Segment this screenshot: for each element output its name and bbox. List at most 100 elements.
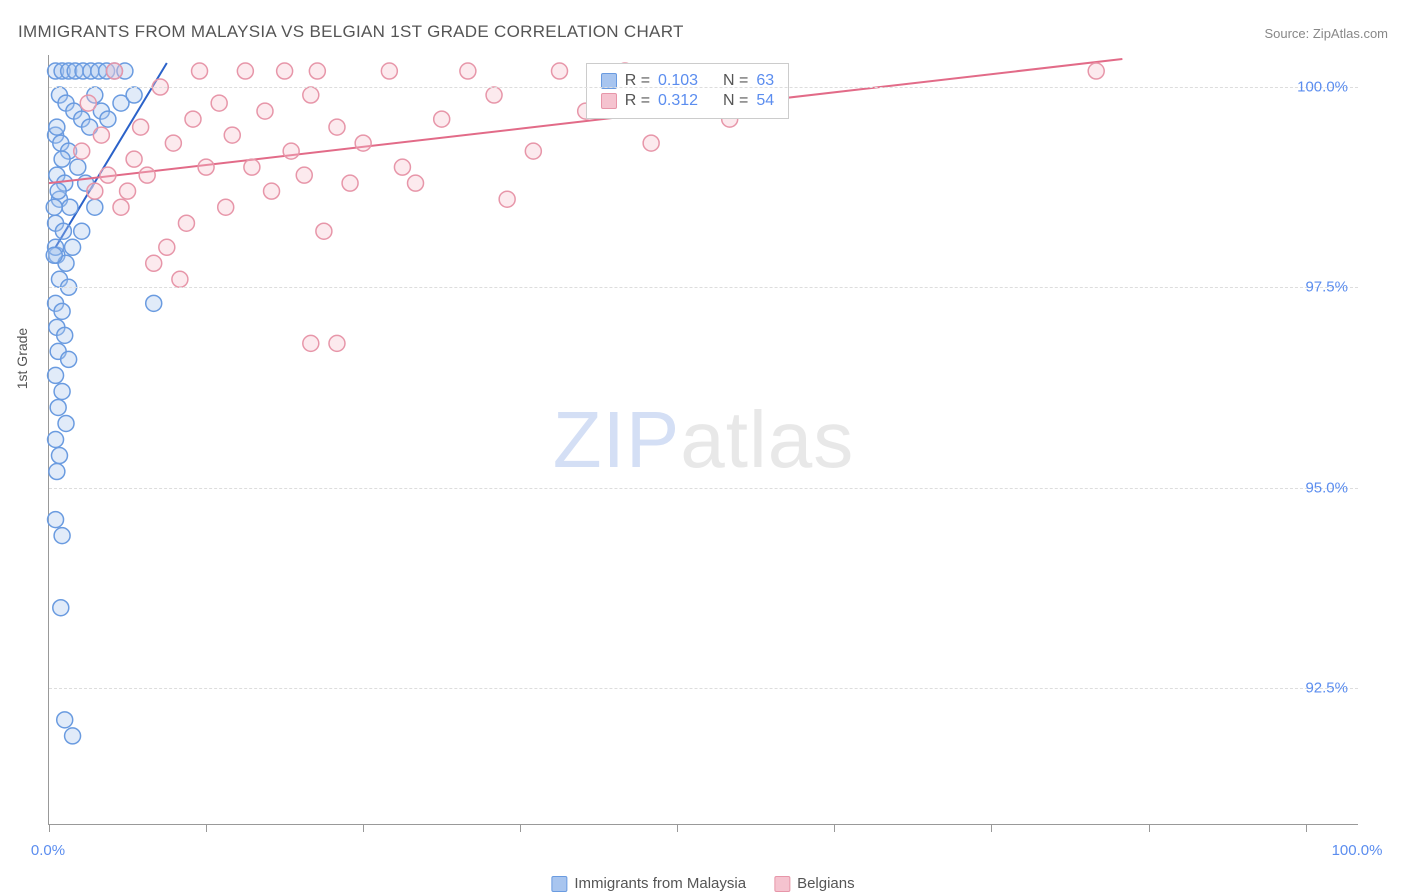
data-point xyxy=(51,448,67,464)
data-point xyxy=(126,151,142,167)
y-axis-label: 1st Grade xyxy=(14,328,30,389)
x-tick-label: 0.0% xyxy=(31,842,65,859)
data-point xyxy=(48,512,64,528)
data-point xyxy=(106,63,122,79)
data-point xyxy=(460,63,476,79)
x-tick-mark xyxy=(991,824,992,832)
data-point xyxy=(283,143,299,159)
data-point xyxy=(159,239,175,255)
data-point xyxy=(277,63,293,79)
data-point xyxy=(237,63,253,79)
data-point xyxy=(552,63,568,79)
data-point xyxy=(70,159,86,175)
data-point xyxy=(87,199,103,215)
data-point xyxy=(172,271,188,287)
legend-item: Immigrants from Malaysia xyxy=(551,875,746,892)
legend-swatch xyxy=(774,876,790,892)
x-tick-mark xyxy=(363,824,364,832)
data-point xyxy=(126,87,142,103)
data-point xyxy=(525,143,541,159)
data-point xyxy=(146,295,162,311)
r-label: R = xyxy=(625,92,650,110)
data-point xyxy=(643,135,659,151)
y-tick-label: 97.5% xyxy=(1305,279,1348,296)
stats-row: R = 0.312 N = 54 xyxy=(601,92,774,110)
data-point xyxy=(53,600,69,616)
x-tick-label: 100.0% xyxy=(1332,842,1383,859)
source-label: Source: ZipAtlas.com xyxy=(1264,26,1388,41)
data-point xyxy=(264,183,280,199)
data-point xyxy=(408,175,424,191)
x-tick-mark xyxy=(1149,824,1150,832)
data-point xyxy=(211,95,227,111)
gridline xyxy=(49,87,1358,88)
data-point xyxy=(48,432,64,448)
data-point xyxy=(50,399,66,415)
chart-canvas xyxy=(49,55,1358,824)
legend-item: Belgians xyxy=(774,875,855,892)
data-point xyxy=(61,351,77,367)
data-point xyxy=(100,111,116,127)
data-point xyxy=(54,528,70,544)
data-point xyxy=(244,159,260,175)
data-point xyxy=(342,175,358,191)
legend-bottom: Immigrants from Malaysia Belgians xyxy=(551,875,854,892)
data-point xyxy=(93,127,109,143)
data-point xyxy=(49,464,65,480)
data-point xyxy=(192,63,208,79)
data-point xyxy=(165,135,181,151)
data-point xyxy=(74,143,90,159)
data-point xyxy=(224,127,240,143)
data-point xyxy=(55,223,71,239)
data-point xyxy=(309,63,325,79)
data-point xyxy=(499,191,515,207)
x-tick-mark xyxy=(206,824,207,832)
legend-swatch xyxy=(551,876,567,892)
data-point xyxy=(434,111,450,127)
data-point xyxy=(133,119,149,135)
data-point xyxy=(48,367,64,383)
data-point xyxy=(62,199,78,215)
data-point xyxy=(54,383,70,399)
data-point xyxy=(303,87,319,103)
data-point xyxy=(57,327,73,343)
data-point xyxy=(257,103,273,119)
data-point xyxy=(486,87,502,103)
series-swatch xyxy=(601,93,617,109)
data-point xyxy=(50,183,66,199)
x-tick-mark xyxy=(834,824,835,832)
n-value: 54 xyxy=(756,92,774,110)
data-point xyxy=(1088,63,1104,79)
gridline xyxy=(49,287,1358,288)
data-point xyxy=(54,303,70,319)
y-tick-label: 95.0% xyxy=(1305,479,1348,496)
plot-area: ZIPatlas R =0.103 N =63R =0.312 N =54 92… xyxy=(48,55,1358,825)
data-point xyxy=(303,335,319,351)
x-tick-mark xyxy=(520,824,521,832)
data-point xyxy=(218,199,234,215)
x-tick-mark xyxy=(1306,824,1307,832)
data-point xyxy=(74,223,90,239)
data-point xyxy=(146,255,162,271)
r-value: 0.312 xyxy=(658,92,698,110)
data-point xyxy=(87,183,103,199)
data-point xyxy=(49,119,65,135)
data-point xyxy=(198,159,214,175)
chart-title: IMMIGRANTS FROM MALAYSIA VS BELGIAN 1ST … xyxy=(18,22,684,42)
data-point xyxy=(58,415,74,431)
data-point xyxy=(113,199,129,215)
data-point xyxy=(329,335,345,351)
data-point xyxy=(178,215,194,231)
data-point xyxy=(381,63,397,79)
x-tick-mark xyxy=(677,824,678,832)
data-point xyxy=(185,111,201,127)
n-label: N = xyxy=(723,92,748,110)
data-point xyxy=(46,247,62,263)
y-tick-label: 100.0% xyxy=(1297,79,1348,96)
data-point xyxy=(329,119,345,135)
gridline xyxy=(49,488,1358,489)
legend-label: Immigrants from Malaysia xyxy=(574,875,746,892)
data-point xyxy=(120,183,136,199)
x-tick-mark xyxy=(49,824,50,832)
data-point xyxy=(57,712,73,728)
